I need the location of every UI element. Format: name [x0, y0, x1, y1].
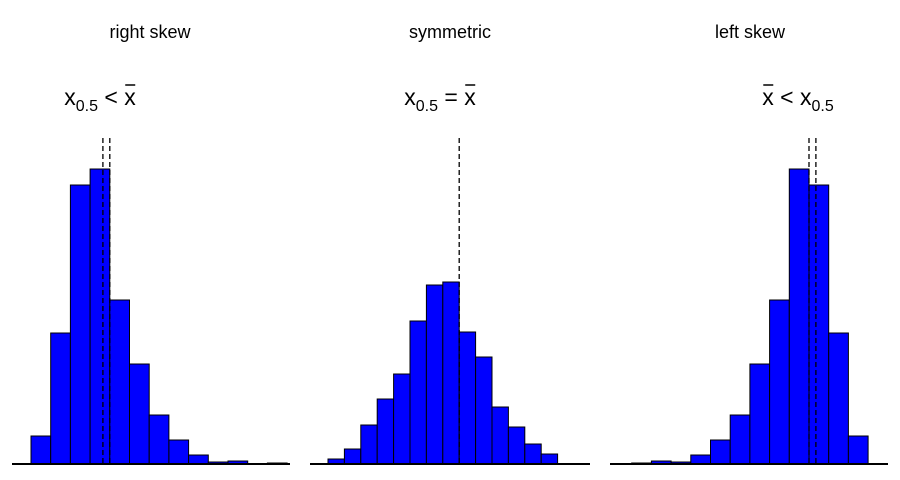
formula-lhs-sub: 0.5 [416, 98, 438, 115]
panel-formula: x0.5 = x [404, 84, 476, 115]
histogram-bar [188, 454, 209, 465]
histogram-bar [50, 332, 71, 465]
histogram-bar [710, 439, 731, 465]
histogram-bar [343, 448, 362, 465]
histogram-bar [491, 406, 509, 465]
histogram-bar [507, 426, 526, 465]
histogram-bar [690, 454, 711, 465]
histogram-bar [89, 168, 111, 465]
histogram-bar [729, 414, 751, 465]
histogram-bar [409, 320, 427, 465]
histogram-bar [360, 424, 378, 465]
histogram-bar [540, 453, 559, 465]
formula-rhs: x [464, 84, 476, 110]
formula-rhs: x [124, 84, 136, 110]
panel-formula: x0.5 < x [64, 84, 136, 115]
formula-lhs: x [64, 84, 76, 110]
histogram-bar [808, 184, 830, 465]
panel-title: symmetric [409, 22, 491, 42]
histogram-bar [129, 363, 150, 465]
histogram-bar [393, 373, 411, 465]
formula-operator: < [98, 84, 124, 110]
histogram-bar [30, 435, 52, 465]
histogram-bar [148, 414, 170, 465]
histogram-bar [458, 331, 477, 465]
histogram-bar [475, 356, 493, 465]
formula-rhs: x [800, 84, 812, 110]
formula-operator: = [438, 84, 464, 110]
histogram-bar [376, 398, 395, 465]
histogram-bar [749, 363, 771, 465]
histogram-bar [69, 184, 91, 465]
panel-title: right skew [109, 22, 191, 42]
histogram-bar [847, 435, 869, 465]
panel-formula: x < x0.5 [762, 84, 834, 115]
formula-lhs: x [404, 84, 416, 110]
histogram-bar [168, 439, 190, 465]
histogram-bar [788, 168, 810, 465]
histogram-bar [828, 332, 849, 465]
histogram-bar [524, 443, 542, 465]
histogram-bar [425, 284, 444, 465]
histogram-bar [442, 281, 460, 465]
histogram-bar [769, 299, 790, 465]
formula-rhs-sub: 0.5 [811, 98, 833, 115]
panel-title: left skew [715, 22, 786, 42]
histogram-bar [109, 299, 131, 465]
formula-lhs: x [762, 84, 774, 110]
formula-operator: < [774, 84, 800, 110]
formula-lhs-sub: 0.5 [76, 98, 98, 115]
